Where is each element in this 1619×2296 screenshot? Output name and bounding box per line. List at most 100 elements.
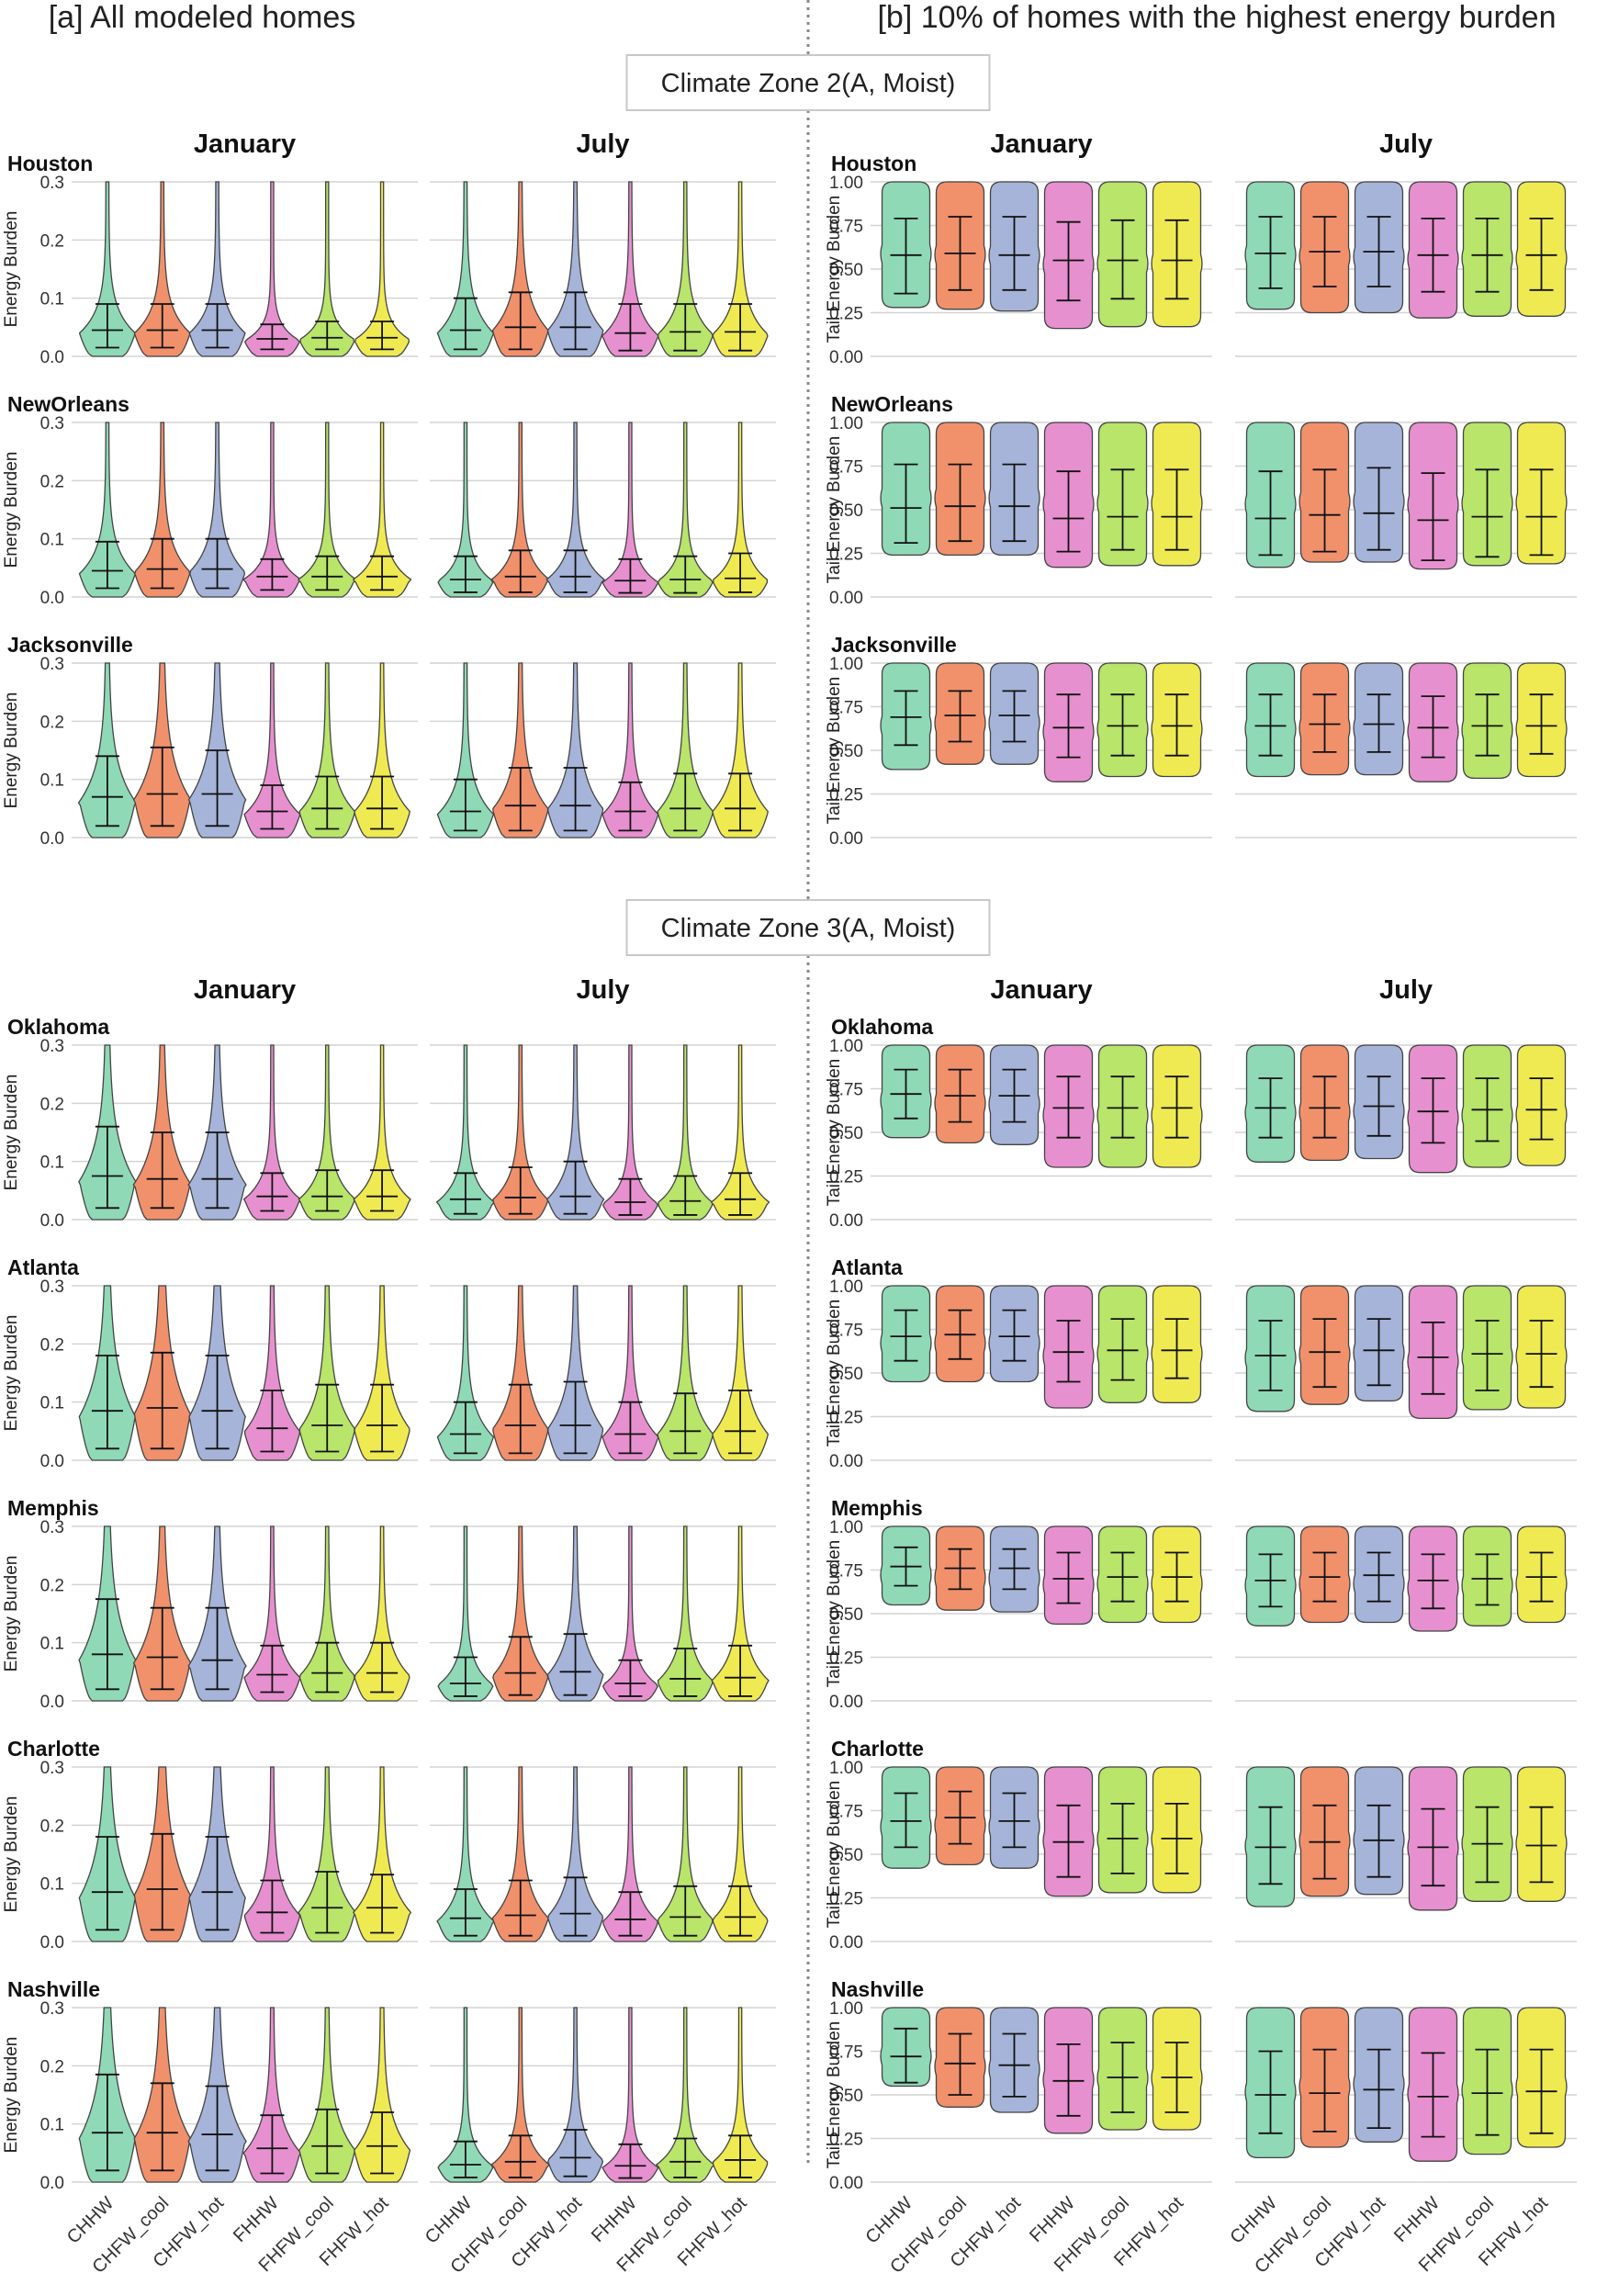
- violin-fhfw-hot: [1151, 422, 1203, 567]
- violin-panel: [430, 422, 776, 598]
- violin-chfw-cool: [492, 1525, 549, 1702]
- violin-fhfw-hot: [1515, 2007, 1568, 2148]
- violin-shape: [437, 422, 494, 598]
- violin-panel: 0.0 0.1 0.2 0.3 Energy Burden: [2, 174, 418, 367]
- city-label: Charlotte: [7, 1737, 100, 1761]
- violin-fhhw: [243, 662, 301, 838]
- panel-headers: [a] All modeled homes [b] 10% of homes w…: [49, 0, 1557, 35]
- violin-fhfw-hot: [353, 1766, 412, 1942]
- violin-fhfw-hot: [353, 2007, 411, 2183]
- violin-chfw-hot: [547, 1766, 604, 1942]
- tail-violin-panel: 0.00 0.25 0.50 0.75 1.00 Tail Energy Burden: [825, 414, 1212, 608]
- violin-chhw: [880, 181, 932, 309]
- violin-fhhw: [602, 1285, 659, 1461]
- y-tick-label: 0.75: [829, 458, 863, 478]
- violin-shape: [602, 422, 659, 598]
- y-tick-label: 0.3: [40, 1277, 64, 1297]
- climate-zone-box: [625, 899, 991, 956]
- violin-shape: [547, 1285, 604, 1461]
- y-axis-label: Tail Energy Burden: [825, 1300, 844, 1447]
- violin-fhfw-cool: [658, 1044, 714, 1221]
- violin-chfw-hot: [1353, 1525, 1405, 1624]
- violin-chfw-cool: [934, 422, 986, 557]
- violin-fhhw: [1042, 1766, 1095, 1897]
- violin-fhfw-hot: [1515, 181, 1568, 317]
- city-row: NewOrleans NewOrleans 0.0 0.1 0.2 0.3 Energy B…: [2, 392, 1577, 608]
- violin-shape: [602, 2007, 659, 2183]
- city-label: Memphis: [831, 1496, 923, 1520]
- violin-shape: [436, 1766, 495, 1942]
- violin-shape: [354, 1525, 410, 1702]
- violin-panel: 0.0 0.1 0.2 0.3 Energy Burden: [2, 1518, 418, 1712]
- violin-shape: [492, 1285, 549, 1461]
- violin-fhfw-cool: [1096, 1766, 1149, 1894]
- violin-shape: [657, 422, 714, 598]
- violin-fhfw-cool: [655, 2007, 715, 2183]
- violin-shape: [299, 181, 355, 357]
- y-tick-label: 0.0: [40, 1693, 64, 1712]
- violin-chfw-hot: [546, 1525, 604, 1702]
- violin-shape: [492, 662, 549, 838]
- violin-fhfw-cool: [657, 1285, 714, 1461]
- violin-chhw: [1244, 181, 1297, 310]
- y-tick-label: 0.0: [40, 1452, 64, 1471]
- violin-fhhw: [1407, 662, 1459, 782]
- y-tick-label: 1.00: [829, 1999, 863, 2019]
- y-tick-label: 0.75: [829, 2043, 863, 2063]
- violin-fhfw-hot: [1515, 422, 1568, 565]
- violin-shape: [243, 662, 301, 838]
- violin-shape: [436, 662, 495, 838]
- violin-fhfw-cool: [1096, 1525, 1149, 1624]
- x-tick-label: FHHW: [588, 2193, 641, 2246]
- y-tick-label: 1.00: [829, 1518, 863, 1537]
- violin-chhw: [436, 1285, 495, 1461]
- violin-shape: [602, 1285, 659, 1461]
- y-tick-label: 0.25: [829, 1168, 863, 1187]
- y-tick-label: 0.75: [829, 1081, 863, 1100]
- violin-chfw-hot: [545, 422, 605, 598]
- month-title: January: [194, 129, 296, 159]
- y-axis-label: Tail Energy Burden: [825, 1540, 844, 1688]
- violin-panel: [430, 662, 776, 838]
- violin-shape: [353, 1044, 411, 1221]
- violin-shape: [298, 1766, 357, 1942]
- violin-chfw-cool: [491, 181, 549, 357]
- violin-shape: [436, 181, 495, 357]
- y-tick-label: 1.00: [829, 1759, 863, 1778]
- y-axis-label: Energy Burden: [2, 1796, 21, 1913]
- violin-fhfw-hot: [713, 422, 769, 598]
- tail-violin-panel: 0.00 0.25 0.50 0.75 1.00 Tail Energy Burden: [825, 1759, 1212, 1953]
- violin-chfw-cool: [133, 2007, 192, 2183]
- y-tick-label: 0.3: [40, 174, 64, 193]
- violin-fhhw: [243, 1766, 301, 1942]
- y-tick-label: 0.2: [40, 1817, 64, 1836]
- violin-chfw-hot: [547, 2007, 604, 2183]
- violin-fhfw-hot: [712, 662, 769, 838]
- violin-chart-grid: Climate Zone 2(A, Moist) January July Janua…: [2, 54, 1577, 2278]
- tail-violin-panel: [1235, 1766, 1577, 1942]
- violin-chfw-cool: [132, 1525, 192, 1702]
- violin-panel: 0.0 0.1 0.2 0.3 Energy Burden: [2, 1277, 418, 1471]
- violin-fhfw-hot: [354, 1285, 410, 1461]
- y-tick-label: 0.0: [40, 1933, 64, 1953]
- y-tick-label: 0.50: [829, 2087, 863, 2106]
- y-tick-label: 0.25: [829, 786, 863, 805]
- violin-chfw-hot: [545, 1044, 605, 1221]
- violin-fhfw-hot: [1151, 2007, 1203, 2131]
- city-row: Oklahoma Oklahoma 0.0 0.1 0.2 0.3 Energy Burde…: [2, 1015, 1577, 1231]
- violin-shape: [436, 1285, 495, 1461]
- y-axis-label: Energy Burden: [2, 452, 21, 568]
- violin-shape: [492, 1525, 549, 1702]
- y-axis-label: Tail Energy Burden: [825, 436, 844, 584]
- violin-panel: [430, 1525, 776, 1702]
- month-title: July: [576, 129, 629, 159]
- y-tick-label: 0.00: [829, 589, 863, 608]
- violin-chfw-hot: [1353, 2007, 1405, 2143]
- y-tick-label: 0.25: [829, 1890, 863, 1909]
- y-tick-label: 0.75: [829, 218, 863, 237]
- y-tick-label: 0.00: [829, 348, 863, 367]
- y-tick-label: 1.00: [829, 174, 863, 193]
- violin-shape: [354, 1285, 410, 1461]
- violin-chfw-hot: [188, 1766, 246, 1942]
